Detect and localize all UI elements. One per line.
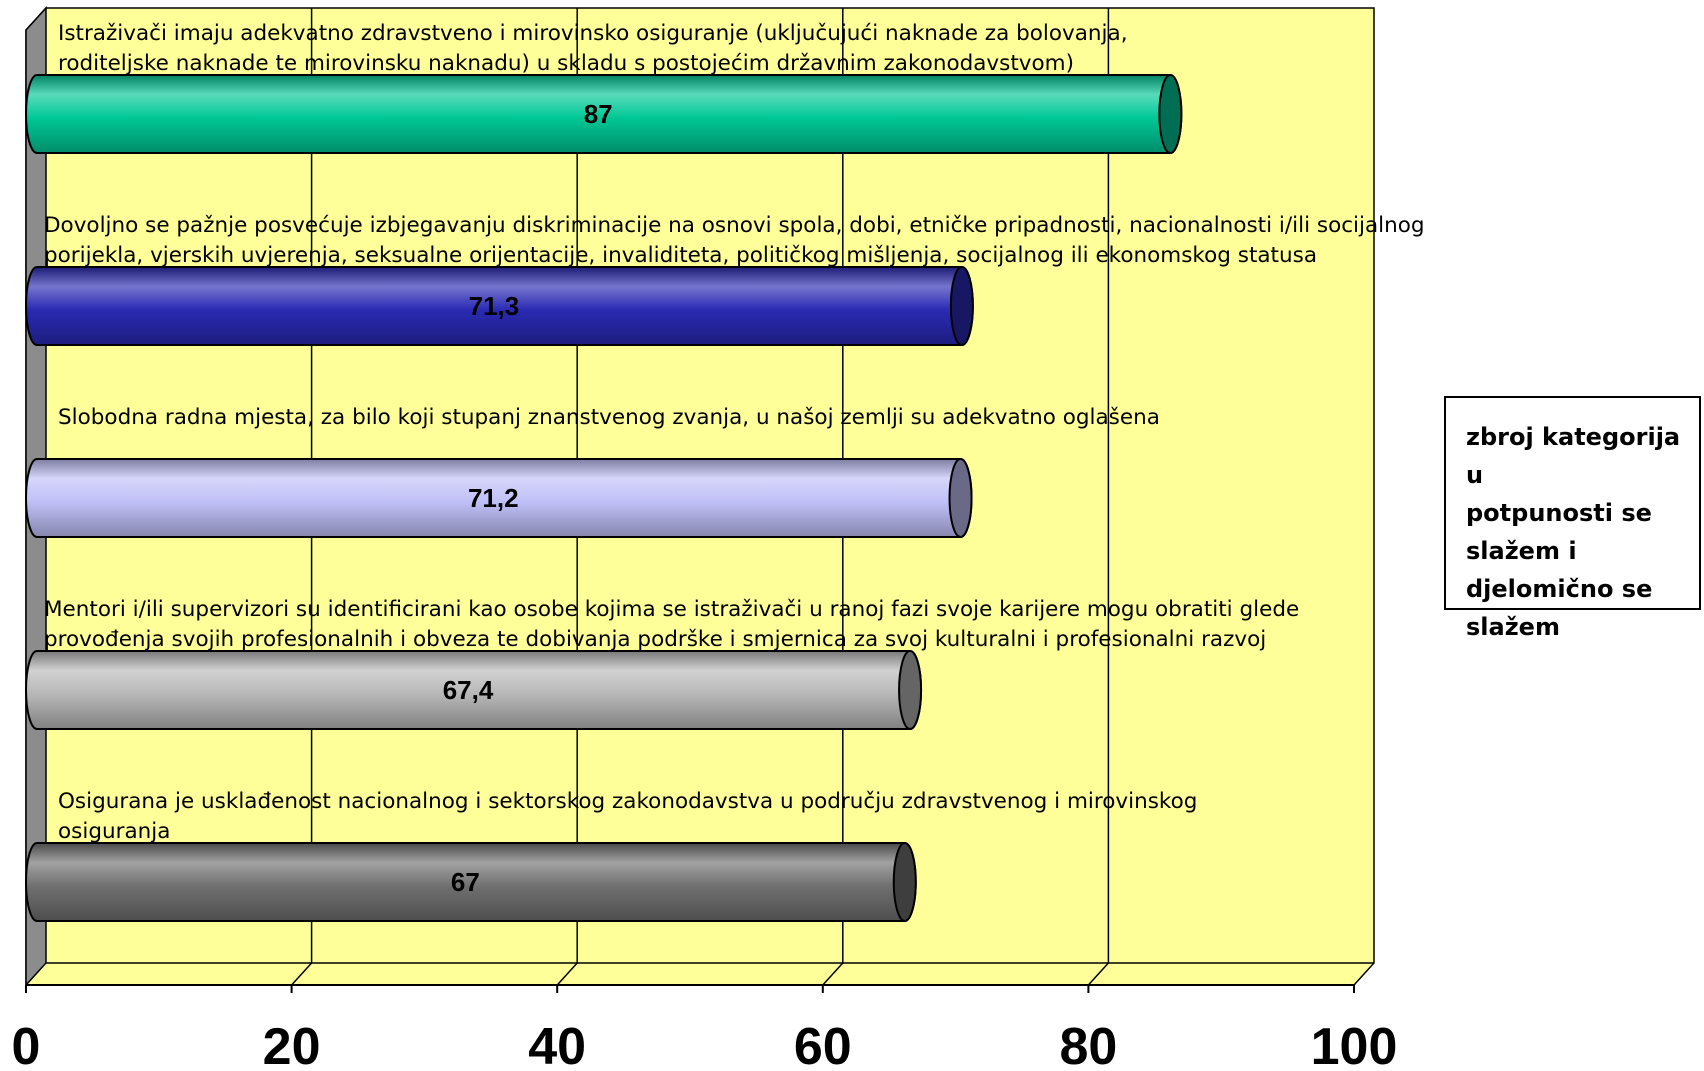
x-tick-label: 100 (1311, 1018, 1398, 1071)
gridline-floor (822, 962, 844, 986)
bar-end-cap (898, 650, 923, 730)
category-label: Osigurana je usklađenost nacionalnog i s… (58, 789, 1197, 814)
bar-group: Slobodna radna mjesta, za bilo koji stup… (25, 405, 1160, 538)
x-tick-label: 80 (1059, 1018, 1117, 1071)
x-tick-label: 20 (263, 1018, 321, 1071)
data-label: 71,3 (469, 291, 520, 321)
bar-group: Dovoljno se pažnje posvećuje izbjegavanj… (25, 213, 1425, 346)
category-label: Slobodna radna mjesta, za bilo koji stup… (58, 405, 1160, 430)
category-label: roditeljske naknade te mirovinsku naknad… (58, 51, 1074, 76)
category-label: Mentori i/ili supervizori su identificir… (44, 597, 1299, 622)
category-label: provođenja svojih profesionalnih i obvez… (44, 627, 1266, 652)
category-label: osiguranja (58, 819, 170, 844)
legend: zbroj kategorija u potpunosti se slažem … (1444, 396, 1701, 641)
bar-group: Istraživači imaju adekvatno zdravstveno … (25, 21, 1183, 154)
data-label: 67,4 (443, 675, 494, 705)
category-label: Istraživači imaju adekvatno zdravstveno … (58, 21, 1128, 46)
bar-end-cap (892, 842, 917, 922)
x-tick-label: 0 (12, 1018, 41, 1071)
data-label: 71,2 (468, 483, 519, 513)
bar-group: Osigurana je usklađenost nacionalnog i s… (25, 789, 1197, 922)
x-tick-label: 60 (794, 1018, 852, 1071)
bar-group: Mentori i/ili supervizori su identificir… (25, 597, 1299, 730)
bar-end-cap (1158, 74, 1183, 154)
bar-end-cap (949, 266, 974, 346)
bar-end-cap (948, 458, 973, 538)
x-tick-label: 40 (528, 1018, 586, 1071)
data-label: 87 (584, 99, 613, 129)
gridline-floor (1087, 962, 1109, 986)
gridline-floor (556, 962, 578, 986)
category-label: Dovoljno se pažnje posvećuje izbjegavanj… (44, 213, 1425, 238)
category-label: porijekla, vjerskih uvjerenja, seksualne… (44, 243, 1317, 268)
gridline-floor (291, 962, 313, 986)
legend-text: zbroj kategorija u potpunosti se slažem … (1466, 423, 1681, 641)
data-label: 67 (451, 867, 480, 897)
